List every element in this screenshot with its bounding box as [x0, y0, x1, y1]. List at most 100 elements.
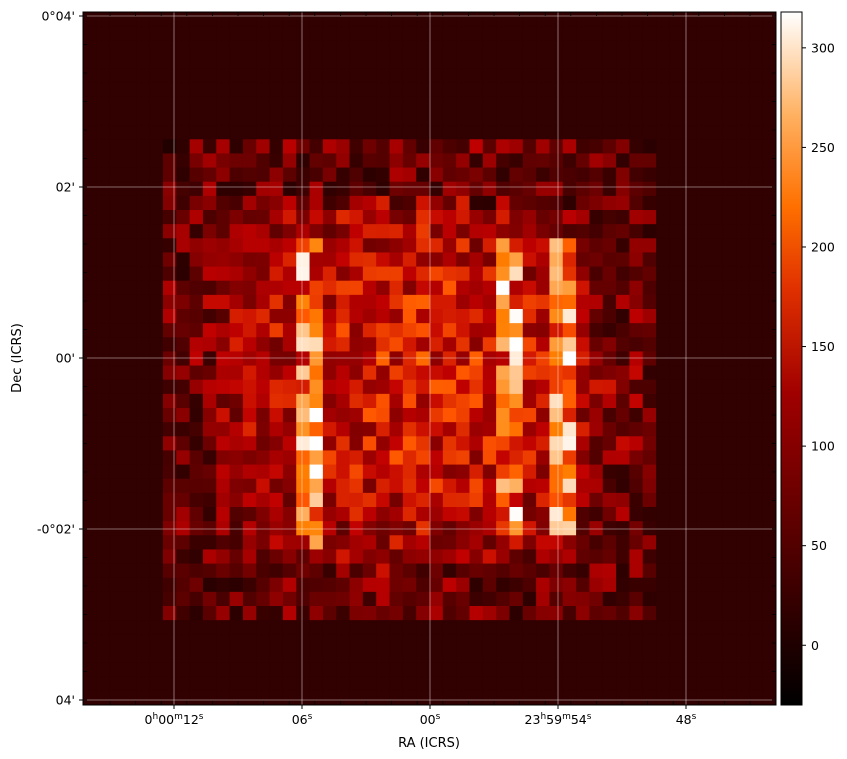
image-pixel — [176, 12, 191, 27]
image-pixel — [96, 266, 111, 282]
image-pixel — [669, 195, 684, 211]
image-pixel — [736, 309, 750, 324]
image-pixel — [589, 26, 604, 41]
image-pixel — [189, 167, 204, 183]
image-pixel — [562, 139, 577, 154]
image-pixel — [256, 393, 270, 409]
image-pixel — [442, 12, 457, 27]
image-pixel — [616, 266, 630, 282]
image-pixel — [722, 507, 737, 522]
image-pixel — [562, 153, 577, 168]
image-pixel — [269, 408, 284, 423]
image-pixel — [229, 309, 244, 324]
image-pixel — [709, 266, 724, 282]
image-pixel — [602, 125, 617, 140]
image-pixel — [216, 96, 230, 112]
image-pixel — [602, 54, 617, 69]
image-pixel — [709, 422, 724, 437]
image-pixel — [616, 521, 630, 536]
image-pixel — [629, 82, 644, 98]
image-pixel — [109, 365, 124, 381]
image-pixel — [229, 351, 244, 366]
image-pixel — [736, 224, 750, 239]
image-pixel — [736, 337, 750, 352]
image-pixel — [669, 139, 684, 154]
image-pixel — [669, 82, 684, 98]
image-pixel — [162, 464, 177, 480]
image-pixel — [629, 492, 644, 508]
image-pixel — [669, 563, 684, 579]
image-pixel — [269, 125, 284, 140]
image-pixel — [389, 690, 404, 706]
image-pixel — [696, 422, 710, 437]
image-pixel — [202, 96, 217, 112]
image-pixel — [509, 337, 524, 352]
image-pixel — [722, 535, 737, 550]
image-pixel — [83, 535, 97, 550]
image-pixel — [629, 606, 644, 621]
image-pixel — [429, 125, 444, 140]
image-pixel — [296, 337, 310, 352]
image-pixel — [456, 549, 470, 564]
image-pixel — [576, 492, 590, 508]
image-pixel — [389, 294, 404, 310]
image-pixel — [389, 648, 404, 663]
image-pixel — [442, 280, 457, 296]
image-pixel — [722, 96, 737, 112]
image-pixel — [149, 40, 164, 55]
image-pixel — [416, 12, 430, 27]
image-pixel — [736, 139, 750, 154]
image-pixel — [242, 507, 257, 522]
image-pixel — [149, 464, 164, 480]
image-pixel — [322, 563, 337, 579]
image-pixel — [722, 323, 737, 338]
image-pixel — [362, 54, 377, 69]
image-pixel — [309, 111, 324, 126]
image-pixel — [549, 40, 564, 55]
image-pixel — [549, 294, 564, 310]
image-pixel — [442, 521, 457, 536]
image-pixel — [602, 393, 617, 409]
image-pixel — [536, 238, 550, 253]
image-pixel — [456, 337, 470, 352]
image-pixel — [242, 606, 257, 621]
image-pixel — [376, 521, 390, 536]
image-pixel — [749, 280, 764, 296]
image-pixel — [362, 294, 377, 310]
image-pixel — [149, 82, 164, 98]
image-pixel — [242, 323, 257, 338]
image-pixel — [469, 634, 484, 649]
image-pixel — [549, 478, 564, 494]
image-pixel — [376, 662, 390, 678]
image-pixel — [722, 393, 737, 409]
image-pixel — [589, 563, 604, 579]
image-pixel — [656, 662, 670, 678]
image-pixel — [669, 323, 684, 338]
image-pixel — [762, 379, 777, 395]
image-pixel — [109, 309, 124, 324]
image-pixel — [402, 379, 417, 395]
image-pixel — [589, 393, 604, 409]
image-pixel — [309, 54, 324, 69]
image-pixel — [496, 54, 510, 69]
image-pixel — [202, 68, 217, 84]
image-pixel — [709, 436, 724, 451]
image-pixel — [642, 535, 657, 550]
image-pixel — [389, 167, 404, 183]
image-pixel — [682, 379, 697, 395]
image-pixel — [416, 634, 430, 649]
image-pixel — [109, 167, 124, 183]
image-pixel — [336, 111, 350, 126]
image-pixel — [682, 96, 697, 112]
image-pixel — [562, 96, 577, 112]
image-pixel — [416, 195, 430, 211]
image-pixel — [496, 648, 510, 663]
image-pixel — [469, 422, 484, 437]
image-pixel — [149, 648, 164, 663]
image-pixel — [602, 606, 617, 621]
image-pixel — [362, 139, 377, 154]
image-pixel — [122, 238, 137, 253]
image-pixel — [402, 266, 417, 282]
image-pixel — [749, 422, 764, 437]
image-pixel — [656, 422, 670, 437]
